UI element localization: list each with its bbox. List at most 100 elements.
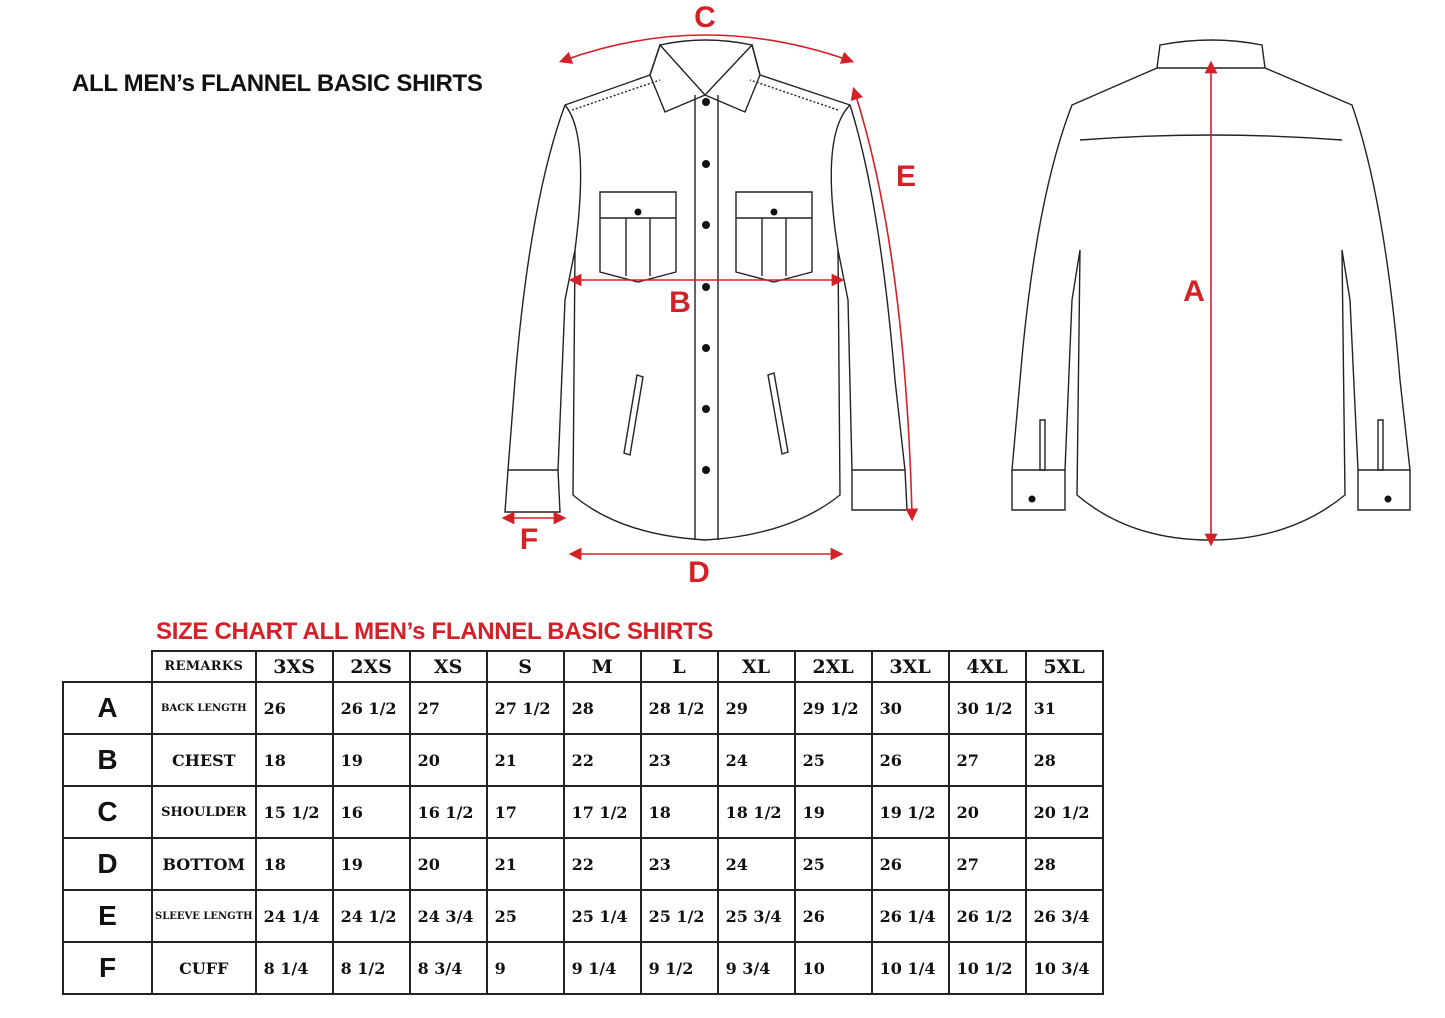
size-value: 26: [870, 733, 950, 787]
page-title: ALL MEN’s FLANNEL BASIC SHIRTS: [72, 70, 483, 97]
size-value: 23: [639, 837, 719, 891]
size-value: 15 1/2: [254, 785, 334, 839]
size-header: XS: [408, 650, 488, 683]
size-value: 30: [870, 681, 950, 735]
size-value: 28: [1024, 837, 1104, 891]
size-header: 2XS: [331, 650, 411, 683]
size-value: 9: [485, 941, 565, 995]
measurement-remark: SLEEVE LENGTH: [151, 889, 257, 943]
table-row: F CUFF 8 1/4 8 1/2 8 3/4 9 9 1/4 9 1/2 9 3/4 10 10…: [62, 941, 1104, 995]
size-value: 27: [408, 681, 488, 735]
size-value: 29 1/2: [793, 681, 873, 735]
size-header: L: [639, 650, 719, 683]
size-value: 19: [331, 733, 411, 787]
size-value: 28: [562, 681, 642, 735]
measurement-letter: D: [62, 837, 153, 891]
size-value: 10 1/2: [947, 941, 1027, 995]
size-value: 28: [1024, 733, 1104, 787]
size-value: 8 1/4: [254, 941, 334, 995]
size-value: 30 1/2: [947, 681, 1027, 735]
label-d: D: [688, 556, 710, 589]
size-value: 21: [485, 837, 565, 891]
size-value: 29: [716, 681, 796, 735]
table-row: D BOTTOM 18 19 20 21 22 23 24 25 26 27 28: [62, 837, 1104, 891]
size-chart-table: REMARKS 3XS 2XS XS S M L XL 2XL 3XL 4XL 5XL A BACK LE…: [62, 650, 1104, 995]
size-value: 24: [716, 837, 796, 891]
size-value: 9 3/4: [716, 941, 796, 995]
size-value: 26 1/4: [870, 889, 950, 943]
size-value: 10 3/4: [1024, 941, 1104, 995]
table-header-row: REMARKS 3XS 2XS XS S M L XL 2XL 3XL 4XL 5XL: [63, 650, 1104, 683]
shirt-diagram: C E B F D A: [501, 1, 1411, 589]
size-value: 20: [947, 785, 1027, 839]
measurement-remark: CUFF: [151, 941, 257, 995]
size-value: 25 3/4: [716, 889, 796, 943]
label-a: A: [1183, 275, 1205, 308]
size-value: 18 1/2: [716, 785, 796, 839]
size-value: 22: [562, 733, 642, 787]
label-f: F: [520, 523, 538, 556]
measurement-letter: A: [62, 681, 153, 735]
label-e: E: [896, 160, 916, 193]
remarks-header: REMARKS: [151, 650, 257, 683]
size-value: 19: [793, 785, 873, 839]
size-value: 25: [793, 733, 873, 787]
size-value: 20 1/2: [1024, 785, 1104, 839]
size-value: 27 1/2: [485, 681, 565, 735]
size-value: 20: [408, 837, 488, 891]
size-value: 23: [639, 733, 719, 787]
table-row: C SHOULDER 15 1/2 16 16 1/2 17 17 1/2 18 18 1/2 1…: [62, 785, 1104, 839]
size-value: 24 3/4: [408, 889, 488, 943]
size-value: 26 1/2: [331, 681, 411, 735]
size-header: 3XS: [254, 650, 334, 683]
table-row: A BACK LENGTH 26 26 1/2 27 27 1/2 28 28 1/2 29 29…: [62, 681, 1104, 735]
size-value: 26: [254, 681, 334, 735]
measurement-letter: F: [62, 941, 153, 995]
size-value: 26 3/4: [1024, 889, 1104, 943]
label-c: C: [694, 1, 716, 34]
measurement-letter: E: [62, 889, 153, 943]
size-value: 26: [870, 837, 950, 891]
size-value: 9 1/2: [639, 941, 719, 995]
size-value: 26: [793, 889, 873, 943]
size-value: 8 3/4: [408, 941, 488, 995]
table-row: B CHEST 18 19 20 21 22 23 24 25 26 27 28: [62, 733, 1104, 787]
size-value: 22: [562, 837, 642, 891]
size-value: 17: [485, 785, 565, 839]
size-value: 24: [716, 733, 796, 787]
size-value: 24 1/4: [254, 889, 334, 943]
size-value: 25 1/2: [639, 889, 719, 943]
size-value: 19: [331, 837, 411, 891]
measurement-letter: B: [62, 733, 153, 787]
measurement-letter: C: [62, 785, 153, 839]
shirt-back-drawing: [1011, 39, 1411, 541]
measurement-remark: CHEST: [151, 733, 257, 787]
size-value: 24 1/2: [331, 889, 411, 943]
size-value: 18: [254, 837, 334, 891]
button-icons: [634, 98, 778, 474]
size-header: 3XL: [870, 650, 950, 683]
size-value: 31: [1024, 681, 1104, 735]
size-value: 28 1/2: [639, 681, 719, 735]
size-value: 9 1/4: [562, 941, 642, 995]
size-header: 4XL: [947, 650, 1027, 683]
size-value: 26 1/2: [947, 889, 1027, 943]
size-value: 25: [793, 837, 873, 891]
size-value: 27: [947, 733, 1027, 787]
measurement-arrows: [501, 34, 1218, 561]
size-value: 27: [947, 837, 1027, 891]
size-value: 10: [793, 941, 873, 995]
label-b: B: [669, 286, 691, 319]
size-value: 18: [254, 733, 334, 787]
size-value: 25: [485, 889, 565, 943]
measurement-remark: BACK LENGTH: [151, 681, 257, 735]
size-header: 5XL: [1024, 650, 1104, 683]
measurement-remark: SHOULDER: [151, 785, 257, 839]
size-value: 20: [408, 733, 488, 787]
size-value: 21: [485, 733, 565, 787]
size-value: 16: [331, 785, 411, 839]
size-value: 18: [639, 785, 719, 839]
size-value: 17 1/2: [562, 785, 642, 839]
size-header: 2XL: [793, 650, 873, 683]
size-header: M: [562, 650, 642, 683]
